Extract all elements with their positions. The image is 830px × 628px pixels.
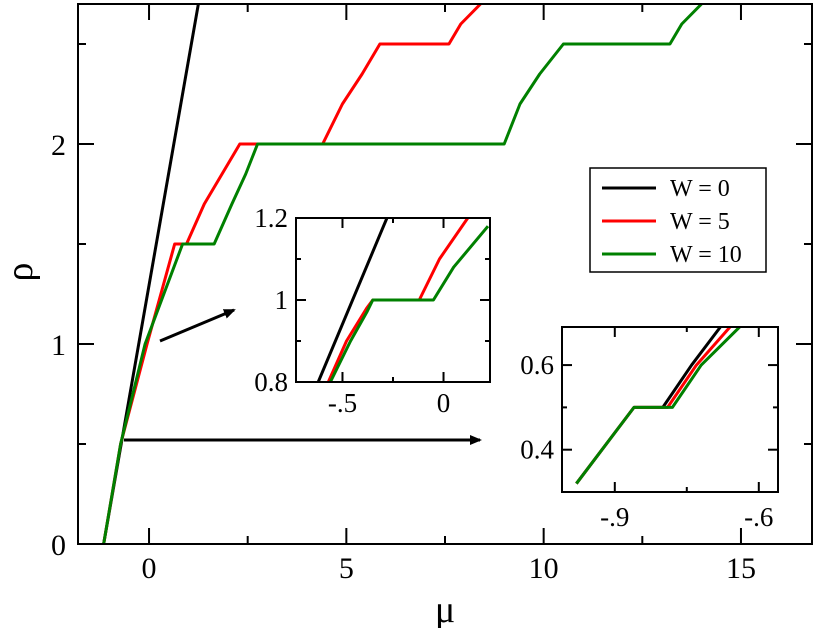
inset1-ticks-group: -.5 0 0.8 1 1.2 (254, 203, 490, 418)
x-axis-label: μ (435, 589, 455, 628)
inset2-ticks-group: -.9 -.6 0.4 0.6 (520, 327, 778, 532)
inset1-y-tick-label-2: 1 (275, 285, 289, 315)
inset2-x-tick-label-2: -.6 (744, 502, 773, 532)
main-x-tick-label-4: 15 (726, 552, 756, 585)
inset2-series-line-3 (575, 327, 741, 485)
inset1-y-tick-label-3: 1.2 (254, 203, 288, 233)
inset2-y-tick-label-1: 0.4 (520, 435, 554, 465)
inset2-x-tick-label-1: -.9 (600, 502, 629, 532)
inset1-x-tick-label-2: 0 (437, 388, 451, 418)
main-y-tick-label-3: 2 (51, 129, 66, 162)
main-series-group (102, 4, 703, 544)
inset2-series-group (575, 327, 741, 485)
main-x-tick-label-3: 10 (529, 552, 559, 585)
inset1-arrow (159, 308, 236, 343)
main-y-tick-label-1: 0 (51, 529, 66, 562)
inset1-series-group (316, 218, 490, 382)
legend-label-3: W = 10 (670, 242, 742, 268)
legend-group: W = 0 W = 5 W = 10 (602, 176, 742, 268)
y-axis-label: ρ (0, 263, 41, 282)
main-x-tick-label-2: 5 (339, 552, 354, 585)
inset2-y-tick-label-2: 0.6 (520, 350, 554, 380)
main-series-line-3 (102, 4, 703, 544)
legend-label-1: W = 0 (670, 176, 730, 202)
inset1-x-tick-label-1: -.5 (328, 388, 357, 418)
main-y-tick-label-2: 1 (51, 329, 66, 362)
inset2-background (562, 327, 778, 492)
inset1-y-tick-label-1: 0.8 (254, 367, 288, 397)
main-series-line-2 (102, 4, 482, 544)
legend-label-2: W = 5 (670, 209, 730, 235)
main-x-tick-label-1: 0 (142, 552, 157, 585)
inset2-frame (561, 326, 779, 493)
inset1-series-line-1 (316, 218, 389, 382)
inset1-series-line-3 (329, 225, 490, 382)
